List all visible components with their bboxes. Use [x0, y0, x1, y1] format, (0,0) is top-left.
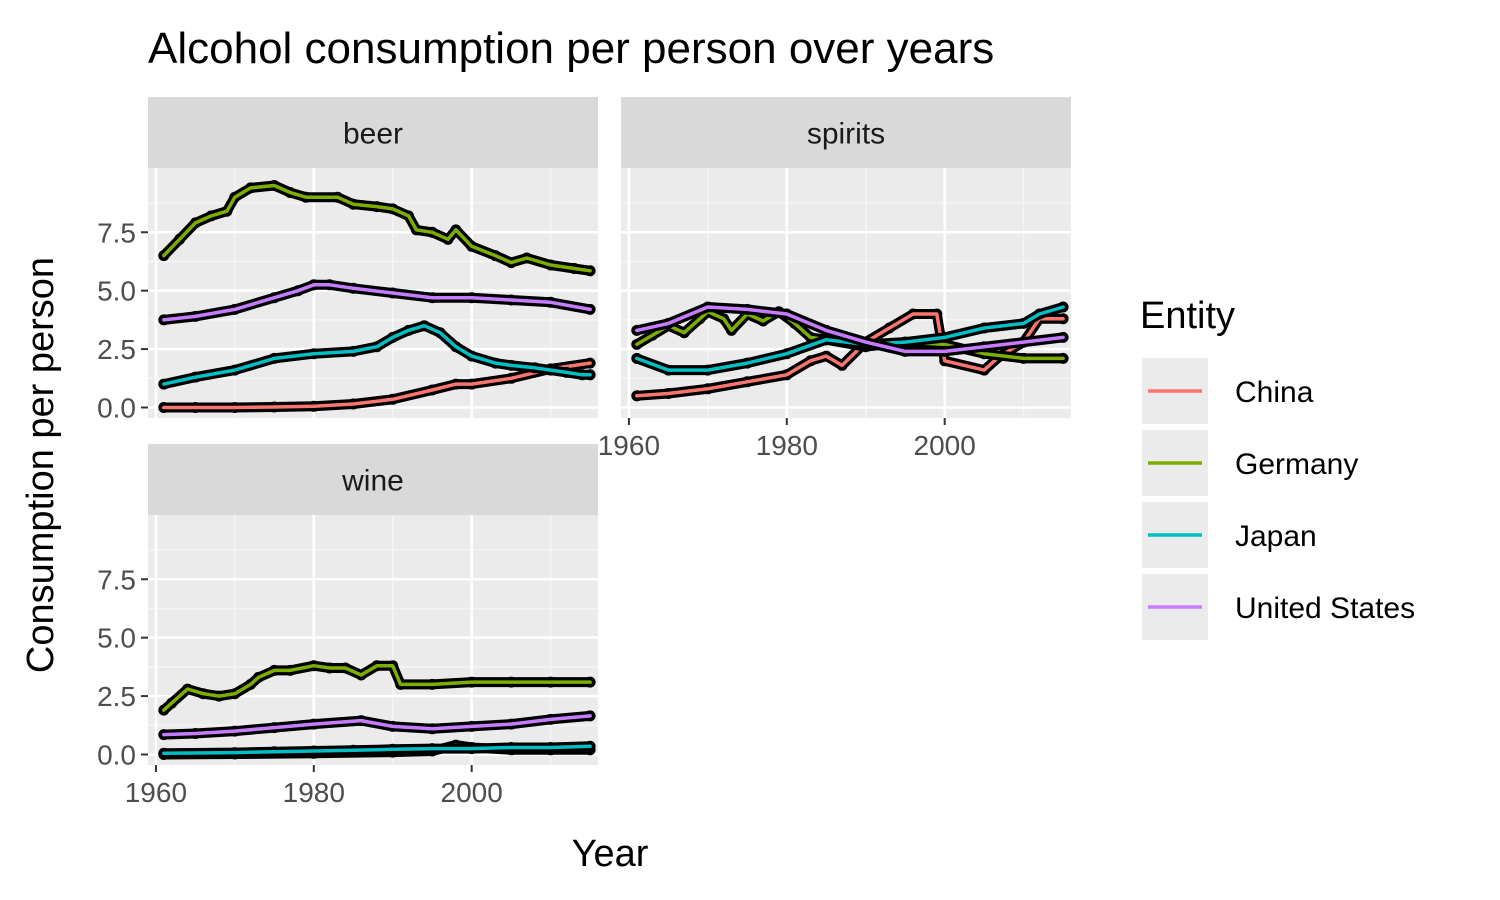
- series-line: [162, 714, 592, 737]
- y-tick-label: 2.5: [97, 334, 136, 365]
- legend-label: United States: [1235, 592, 1415, 625]
- legend-label: Germany: [1235, 448, 1358, 481]
- legend-label: China: [1235, 376, 1314, 409]
- series-line: [162, 183, 592, 273]
- facet-wine: wine 1960 1980 2000 0.0 2.5 5.0 7.5: [97, 444, 598, 808]
- x-axis-title: Year: [572, 833, 649, 875]
- facet-panels: beer 0.0 2.5 5.0 7.5 spirits 1960 1980 2000 wine 1…: [97, 97, 1071, 808]
- series-germany: [158, 180, 596, 277]
- x-tick-label: 1980: [756, 430, 818, 461]
- x-tick-label: 1980: [283, 777, 345, 808]
- series-china: [158, 357, 596, 413]
- series-japan: [158, 320, 596, 390]
- y-tick-label: 7.5: [97, 564, 136, 595]
- legend-entry-united-states: United States: [1142, 574, 1415, 640]
- x-tick-label: 2000: [441, 777, 503, 808]
- series-line: [162, 744, 592, 756]
- legend: Entity China Germany Japan United States: [1140, 295, 1415, 640]
- chart-title: Alcohol consumption per person over year…: [148, 24, 994, 73]
- series-japan: [158, 740, 596, 759]
- y-tick-label: 5.0: [97, 623, 136, 654]
- x-tick-label: 1960: [125, 777, 187, 808]
- panel-background: [621, 168, 1071, 418]
- series-united-states: [158, 710, 596, 741]
- facet-spirits: spirits 1960 1980 2000: [598, 97, 1071, 461]
- series-line: [162, 283, 592, 322]
- series-line: [162, 361, 592, 410]
- x-tick-label: 1960: [598, 430, 660, 461]
- facet-beer: beer 0.0 2.5 5.0 7.5: [97, 97, 598, 423]
- legend-entry-japan: Japan: [1142, 502, 1317, 568]
- legend-title: Entity: [1140, 295, 1235, 337]
- x-tick-label: 2000: [914, 430, 976, 461]
- series-line: [162, 323, 592, 386]
- y-tick-label: 0.0: [97, 739, 136, 770]
- facet-strip: [621, 97, 1071, 168]
- facet-strip: [148, 97, 598, 168]
- series-united-states: [631, 301, 1069, 357]
- facet-strip-label: beer: [343, 118, 403, 151]
- facet-strip-label: spirits: [807, 118, 885, 151]
- series-line: [162, 663, 592, 712]
- facet-strip-label: wine: [341, 465, 404, 498]
- legend-entry-germany: Germany: [1142, 430, 1358, 496]
- series-united-states: [158, 279, 596, 326]
- y-tick-label: 7.5: [97, 217, 136, 248]
- y-tick-label: 2.5: [97, 681, 136, 712]
- y-tick-label: 5.0: [97, 276, 136, 307]
- facet-strip: [148, 444, 598, 515]
- series-germany: [158, 660, 596, 716]
- legend-entry-china: China: [1142, 358, 1314, 424]
- legend-label: Japan: [1235, 520, 1317, 553]
- series-line: [635, 305, 1065, 354]
- y-axis-title: Consumption per person: [20, 257, 62, 673]
- y-tick-label: 0.0: [97, 392, 136, 423]
- legend-keys: China Germany Japan United States: [1142, 358, 1415, 640]
